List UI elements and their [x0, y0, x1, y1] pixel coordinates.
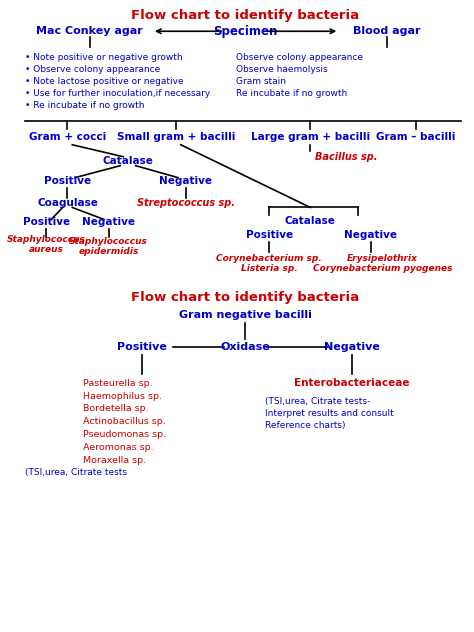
Text: • Use for further inoculation,if necessary: • Use for further inoculation,if necessa…	[25, 89, 210, 98]
Text: • Note lactose positive or negative: • Note lactose positive or negative	[25, 77, 184, 86]
Text: Streptococcus sp.: Streptococcus sp.	[137, 198, 235, 207]
Text: Negative: Negative	[324, 342, 380, 352]
Text: Blood agar: Blood agar	[354, 27, 421, 36]
Text: Catalase: Catalase	[285, 216, 336, 226]
Text: Gram negative bacilli: Gram negative bacilli	[179, 310, 311, 320]
Text: • Re incubate if no growth: • Re incubate if no growth	[25, 101, 145, 110]
Text: Gram – bacilli: Gram – bacilli	[376, 132, 456, 142]
Text: Mac Conkey agar: Mac Conkey agar	[36, 27, 143, 36]
Text: Gram stain: Gram stain	[237, 77, 286, 86]
Text: Observe haemolysis: Observe haemolysis	[237, 65, 328, 74]
Text: Gram + cocci: Gram + cocci	[29, 132, 106, 142]
Text: Negative: Negative	[82, 217, 135, 228]
Text: Re incubate if no growth: Re incubate if no growth	[237, 89, 348, 98]
Text: Large gram + bacilli: Large gram + bacilli	[251, 132, 370, 142]
Text: Staphylococcus
aureus: Staphylococcus aureus	[7, 234, 86, 254]
Text: Pasteurella sp.
Haemophilus sp.
Bordetella sp.
Actinobacillus sp.
Pseudomonas sp: Pasteurella sp. Haemophilus sp. Bordetel…	[83, 379, 166, 465]
Text: Positive: Positive	[118, 342, 167, 352]
Text: Catalase: Catalase	[102, 155, 154, 166]
Text: Small gram + bacilli: Small gram + bacilli	[117, 132, 235, 142]
Text: Flow chart to identify bacteria: Flow chart to identify bacteria	[131, 291, 359, 303]
Text: Staphylococcus
epidermidis: Staphylococcus epidermidis	[69, 236, 148, 256]
Text: Enterobacteriaceae: Enterobacteriaceae	[294, 378, 410, 387]
Text: Bacillus sp.: Bacillus sp.	[315, 152, 378, 162]
Text: Erysipelothrix
Corynebacterium pyogenes: Erysipelothrix Corynebacterium pyogenes	[313, 253, 452, 273]
Text: Corynebacterium sp.
Listeria sp.: Corynebacterium sp. Listeria sp.	[216, 253, 322, 273]
Text: Coagulase: Coagulase	[37, 198, 98, 207]
Text: • Observe colony appearance: • Observe colony appearance	[25, 65, 161, 74]
Text: Positive: Positive	[23, 217, 70, 228]
Text: Flow chart to identify bacteria: Flow chart to identify bacteria	[131, 9, 359, 22]
Text: • Note positive or negative growth: • Note positive or negative growth	[25, 53, 183, 62]
Text: Observe colony appearance: Observe colony appearance	[237, 53, 364, 62]
Text: Positive: Positive	[44, 176, 91, 186]
Text: Specimen: Specimen	[213, 25, 277, 38]
Text: Negative: Negative	[159, 176, 212, 186]
Text: (TSI,urea, Citrate tests-
Interpret results and consult
Reference charts): (TSI,urea, Citrate tests- Interpret resu…	[265, 397, 394, 430]
Text: (TSI,urea, Citrate tests: (TSI,urea, Citrate tests	[25, 468, 127, 477]
Text: Negative: Negative	[344, 230, 397, 240]
Text: Oxidase: Oxidase	[220, 342, 270, 352]
Text: Positive: Positive	[246, 230, 292, 240]
